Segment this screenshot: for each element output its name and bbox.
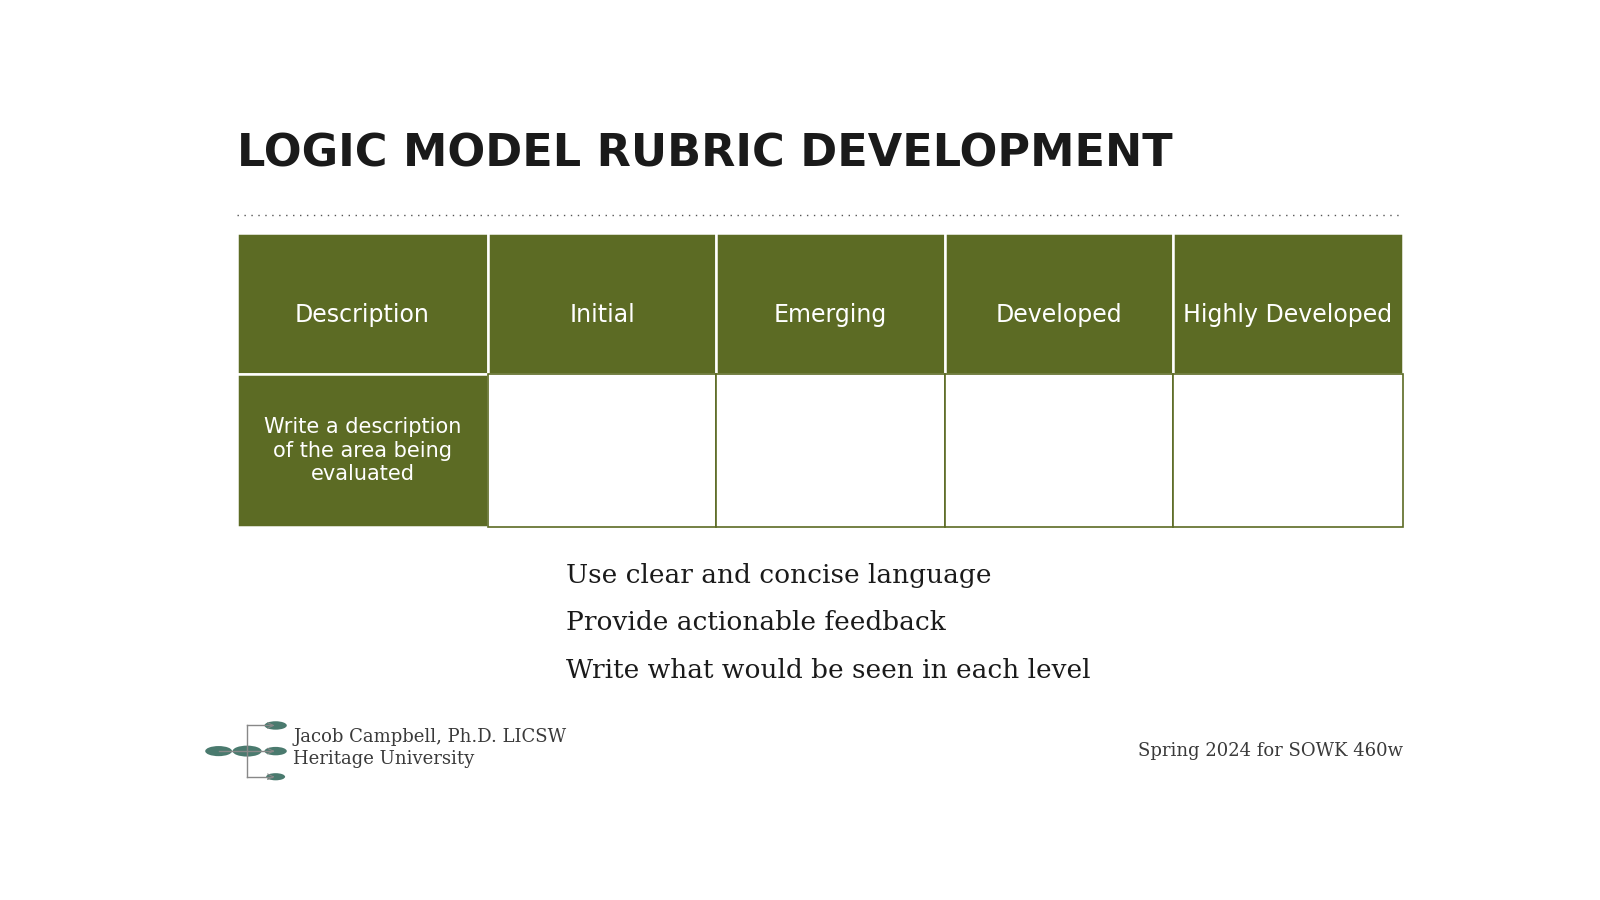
Ellipse shape [264, 747, 286, 755]
Bar [944, 233, 1173, 374]
Text: Provide actionable feedback: Provide actionable feedback [566, 610, 946, 635]
Bar [237, 374, 488, 527]
Text: Heritage University: Heritage University [293, 751, 474, 769]
Bar [488, 374, 717, 527]
Text: Spring 2024 for SOWK 460w: Spring 2024 for SOWK 460w [1138, 742, 1403, 760]
Text: Use clear and concise language: Use clear and concise language [566, 563, 992, 589]
Text: Developed: Developed [995, 302, 1122, 327]
Bar [237, 233, 488, 374]
Text: Initial: Initial [570, 302, 635, 327]
Bar [1173, 233, 1403, 374]
Bar [717, 374, 944, 527]
Text: Highly Developed: Highly Developed [1184, 302, 1392, 327]
Bar [944, 374, 1173, 527]
Bar [1173, 374, 1403, 527]
Ellipse shape [266, 773, 285, 780]
Text: LOGIC MODEL RUBRIC DEVELOPMENT: LOGIC MODEL RUBRIC DEVELOPMENT [237, 132, 1173, 176]
Text: Write what would be seen in each level: Write what would be seen in each level [566, 658, 1090, 682]
Text: Description: Description [294, 302, 430, 327]
Ellipse shape [264, 721, 286, 730]
Ellipse shape [232, 745, 262, 757]
Text: Emerging: Emerging [774, 302, 886, 327]
Text: Write a description
of the area being
evaluated: Write a description of the area being ev… [264, 418, 461, 484]
Bar [488, 233, 717, 374]
Text: Jacob Campbell, Ph.D. LICSW: Jacob Campbell, Ph.D. LICSW [293, 727, 566, 745]
Ellipse shape [205, 746, 232, 756]
Bar [717, 233, 944, 374]
